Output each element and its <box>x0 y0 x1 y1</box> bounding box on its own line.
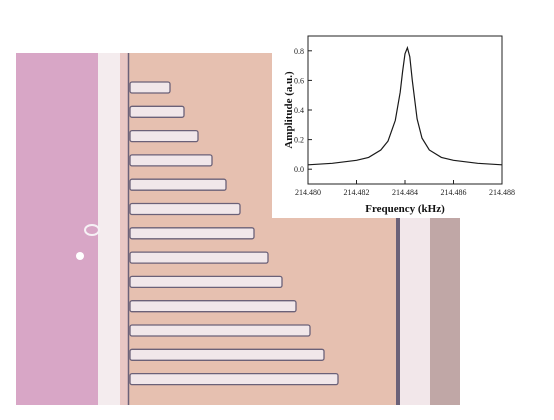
comb-finger <box>129 275 283 289</box>
y-axis-title: Amplitude (a.u.) <box>283 71 295 149</box>
y-tick-label: 0.4 <box>294 106 304 115</box>
defect-particle <box>76 252 84 260</box>
x-tick-label: 214.480 <box>295 188 321 197</box>
x-tick-label: 214.482 <box>344 188 370 197</box>
comb-finger <box>129 251 269 264</box>
x-tick-label: 214.484 <box>392 188 418 197</box>
right-substrate <box>430 216 460 405</box>
y-axis-ticks: 0.0 0.2 0.4 0.6 0.8 <box>294 47 312 174</box>
comb-finger <box>129 324 311 337</box>
right-electrode-edge <box>396 216 400 405</box>
x-axis-ticks: 214.480 214.482 214.484 214.486 214.488 <box>295 180 515 197</box>
comb-finger <box>129 154 213 167</box>
comb-finger <box>129 105 185 118</box>
inset-chart: 0.00.20.40.60.8 214.480 214.482 214.484 214… <box>272 22 515 218</box>
x-axis-title: Frequency (kHz) <box>365 203 445 215</box>
anchor-inner-strip <box>120 53 128 405</box>
series-line-amplitude <box>307 45 503 166</box>
anchor-bright-strip <box>98 53 120 405</box>
x-tick-label: 214.486 <box>441 188 467 197</box>
comb-finger <box>129 300 297 313</box>
y-tick-label: 0.2 <box>294 136 304 145</box>
y-tick-label: 0.6 <box>294 76 304 85</box>
comb-finger <box>129 227 255 240</box>
comb-finger <box>129 178 227 191</box>
comb-finger <box>129 129 199 143</box>
comb-finger <box>129 372 339 386</box>
right-electrode-bright <box>400 216 430 405</box>
comb-finger <box>129 81 171 94</box>
defect-ring <box>84 224 100 236</box>
comb-finger <box>129 202 241 216</box>
y-tick-label: 0.0 <box>294 165 304 174</box>
inset-background <box>272 22 514 218</box>
y-tick-label: 0.8 <box>294 47 304 56</box>
x-tick-label: 214.488 <box>489 188 515 197</box>
comb-finger <box>129 348 325 361</box>
comb-fingers <box>129 81 339 386</box>
